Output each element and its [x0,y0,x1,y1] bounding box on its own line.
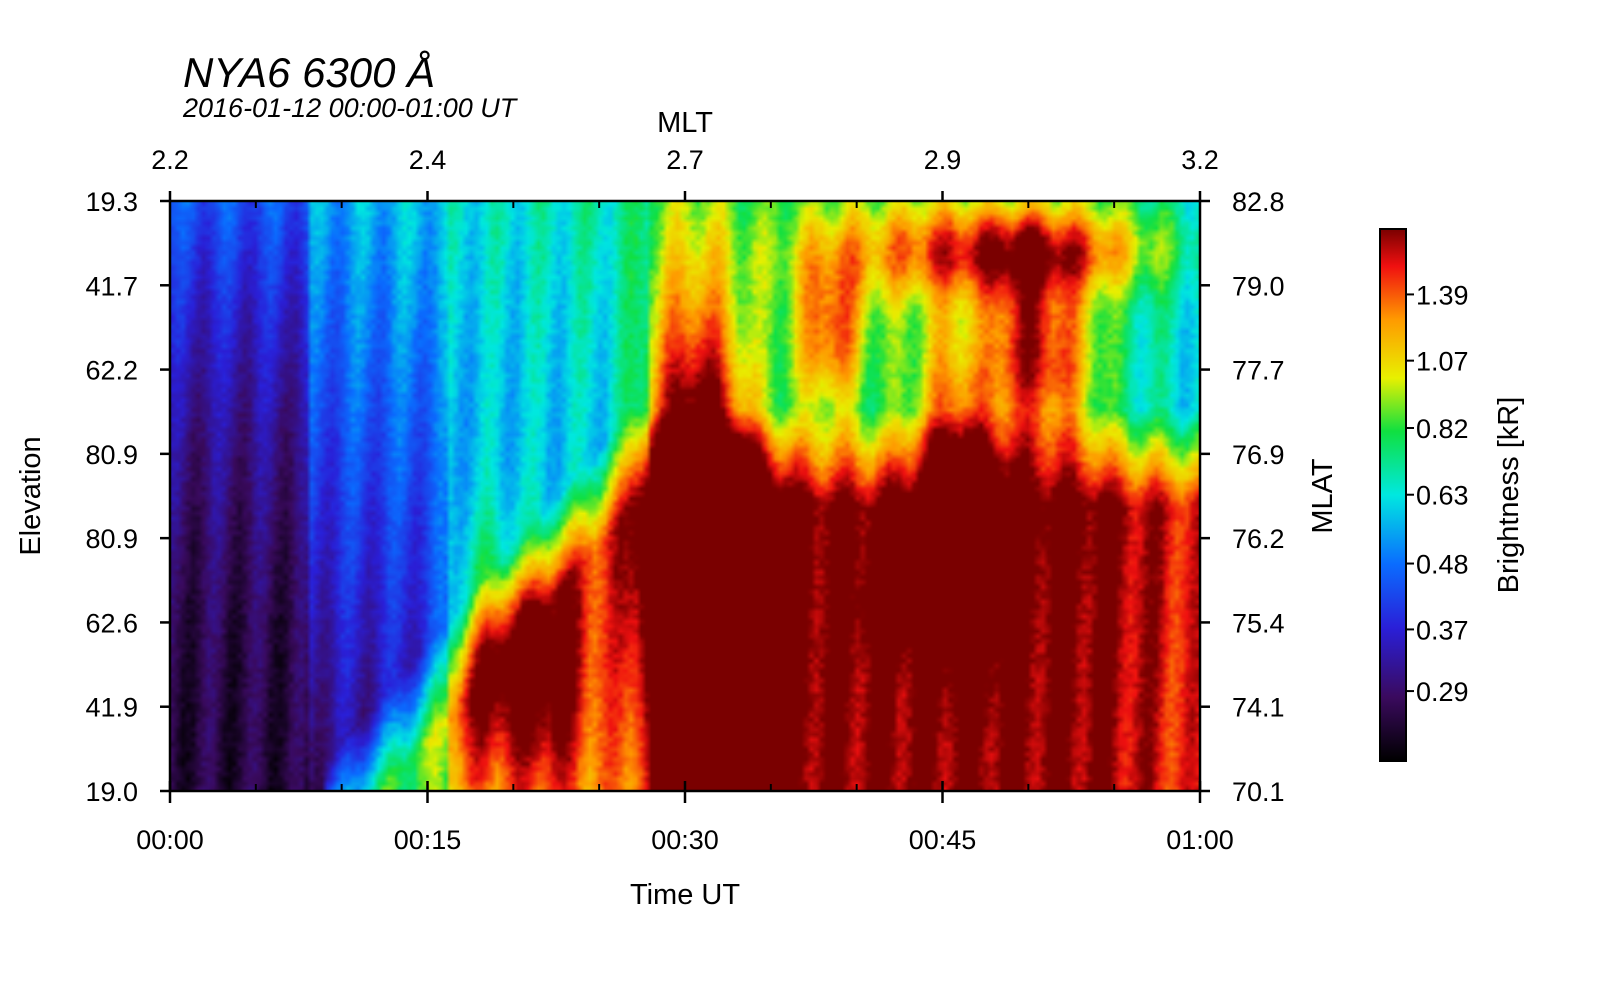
top-tick-label: 2.9 [924,145,962,175]
right-axis: 82.8 79.0 77.7 76.9 76.2 75.4 74.1 70.1 [1200,187,1285,807]
colorbar-tick-label: 0.63 [1416,481,1469,511]
right-tick-label: 82.8 [1232,187,1285,217]
top-tick-label: 2.2 [151,145,189,175]
top-tick-label: 3.2 [1181,145,1219,175]
x-tick-label: 00:45 [909,825,977,855]
right-tick-label: 79.0 [1232,271,1285,301]
x-tick-label: 00:15 [394,825,462,855]
right-tick-label: 76.2 [1232,524,1285,554]
x-tick-label: 01:00 [1166,825,1234,855]
right-tick-label: 75.4 [1232,608,1285,638]
heatmap [170,201,1200,791]
y-tick-label: 62.6 [85,608,138,638]
right-tick-label: 76.9 [1232,440,1285,470]
y-tick-label: 80.9 [85,440,138,470]
x-tick-label: 00:30 [651,825,719,855]
top-axis-label: MLT [657,107,713,139]
top-tick-label: 2.7 [666,145,704,175]
heatmap-image [170,201,1200,791]
top-tick-label: 2.4 [409,145,447,175]
colorbar-tick-label: 1.39 [1416,280,1469,310]
x-axis-label: Time UT [630,879,740,911]
colorbar-tick-label: 1.07 [1416,347,1469,377]
top-axis: 2.2 2.4 2.7 2.9 3.2 [151,145,1219,208]
right-tick-label: 70.1 [1232,777,1285,807]
colorbar-tick-label: 0.29 [1416,677,1469,707]
colorbar-gradient [1379,228,1407,762]
colorbar-tick-label: 0.37 [1416,615,1469,645]
y-tick-label: 41.9 [85,693,138,723]
right-tick-label: 77.7 [1232,356,1285,386]
colorbar-label: Brightness [kR] [1493,397,1525,594]
colorbar-tick-label: 0.82 [1416,414,1469,444]
y-tick-label: 41.7 [85,271,138,301]
colorbar-tick-label: 0.48 [1416,550,1469,580]
y-axis-label: Elevation [15,436,47,555]
colorbar-ticks: 1.39 1.07 0.82 0.63 0.48 0.37 0.29 [1406,280,1469,707]
colorbar: 1.39 1.07 0.82 0.63 0.48 0.37 0.29 Brightness … [1379,228,1525,762]
chart-title: NYA6 6300 Å [183,49,435,96]
chart-subtitle: 2016-01-12 00:00-01:00 UT [182,93,519,123]
y-tick-label: 80.9 [85,524,138,554]
y-tick-label: 19.3 [85,187,138,217]
y-tick-label: 19.0 [85,777,138,807]
x-tick-label: 00:00 [136,825,204,855]
right-axis-label: MLAT [1307,458,1339,533]
bottom-axis: 00:00 00:15 00:30 00:45 01:00 [136,781,1234,855]
y-tick-label: 62.2 [85,356,138,386]
right-tick-label: 74.1 [1232,693,1285,723]
left-axis: 19.3 41.7 62.2 80.9 80.9 62.6 41.9 19.0 [85,187,170,807]
